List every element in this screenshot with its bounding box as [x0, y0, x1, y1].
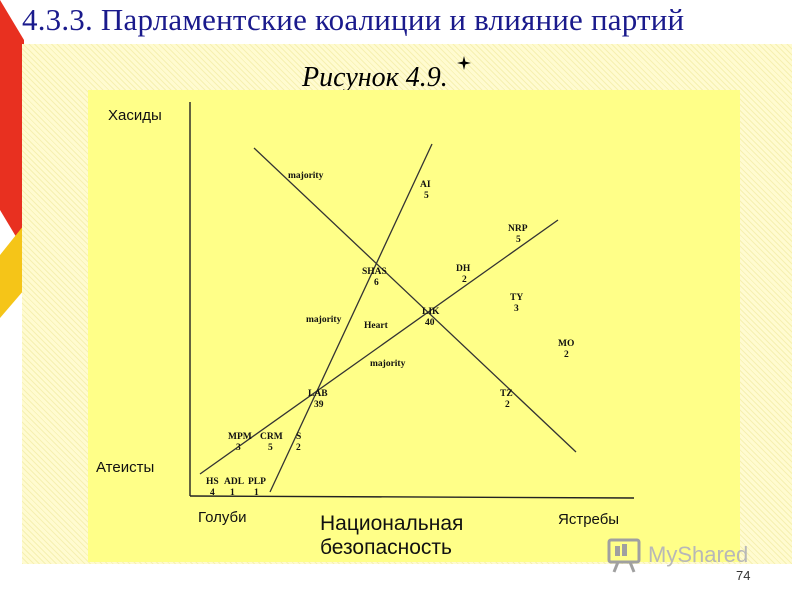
party-lab-name: LAB [308, 389, 328, 399]
axis-label-hawks: Ястребы [558, 511, 619, 528]
label-majority-mid: majority [306, 315, 342, 325]
line-ascending [199, 219, 559, 475]
diagram-panel: Хасиды Атеисты Голуби Национальная безоп… [88, 90, 740, 562]
party-dh-name: DH [456, 264, 471, 274]
x-axis [189, 495, 635, 499]
party-shas-name: SHAS [362, 267, 387, 277]
party-hs-seats: 4 [210, 488, 215, 498]
slide-title: 4.3.3. Парламентские коалиции и влияние … [22, 2, 685, 37]
party-mpm-seats: 3 [236, 443, 241, 453]
axis-label-national-line1: Национальная [320, 512, 463, 535]
line-steep [269, 143, 433, 493]
party-ty-seats: 3 [514, 304, 519, 314]
party-plp-name: PLP [248, 477, 266, 487]
party-adl-name: ADL [224, 477, 244, 487]
page-number: 74 [736, 568, 751, 583]
star-icon [456, 56, 471, 70]
presentation-icon [607, 538, 641, 573]
party-lik-seats: 40 [425, 318, 435, 328]
party-mpm-name: MPM [228, 432, 252, 442]
watermark: MyShared [606, 536, 766, 576]
label-majority-top: majority [288, 171, 324, 181]
party-mo-name: MO [558, 339, 574, 349]
party-shas-seats: 6 [374, 278, 379, 288]
label-majority-low: majority [370, 359, 406, 369]
coalition-diagram: Хасиды Атеисты Голуби Национальная безоп… [96, 102, 635, 559]
party-ty-name: TY [510, 293, 523, 303]
figure-caption-text: Рисунок 4.9. [302, 62, 448, 93]
party-crm-seats: 5 [268, 443, 273, 453]
party-crm-name: CRM [260, 432, 283, 442]
party-hs-name: HS [206, 477, 219, 487]
party-ai-seats: 5 [424, 191, 429, 201]
figure-caption: Рисунок 4.9. [302, 56, 471, 94]
axis-label-atheists: Атеисты [96, 459, 154, 476]
party-lab-seats: 39 [314, 400, 324, 410]
party-nrp-seats: 5 [516, 235, 521, 245]
party-nrp-name: NRP [508, 224, 528, 234]
party-adl-seats: 1 [230, 488, 235, 498]
party-tz-seats: 2 [505, 400, 510, 410]
party-tz-name: TZ [500, 389, 513, 399]
party-plp-seats: 1 [254, 488, 259, 498]
watermark-text: MyShared [648, 542, 749, 567]
axis-label-hasids: Хасиды [108, 107, 162, 124]
left-decoration [0, 0, 24, 318]
label-heart: Heart [364, 321, 389, 331]
party-s-name: S [296, 432, 301, 442]
party-dh-seats: 2 [462, 275, 467, 285]
axis-label-national-line2: безопасность [320, 536, 452, 559]
party-ai-name: AI [420, 180, 431, 190]
party-mo-seats: 2 [564, 350, 569, 360]
line-descending [253, 147, 577, 453]
party-lik-name: LIK [422, 307, 440, 317]
axis-label-doves: Голуби [198, 509, 247, 526]
party-s-seats: 2 [296, 443, 301, 453]
